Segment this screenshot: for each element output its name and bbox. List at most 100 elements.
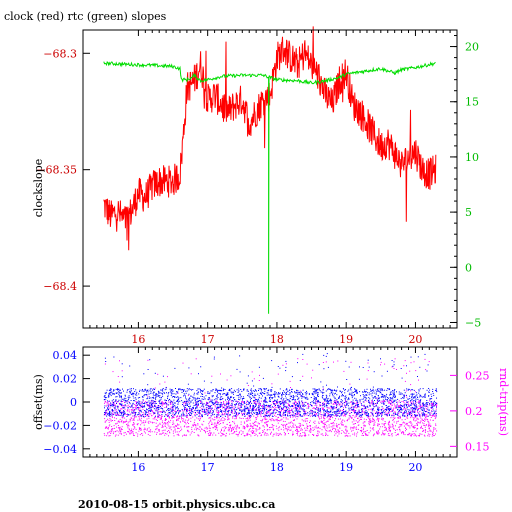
offset-point xyxy=(362,401,364,403)
offset-point xyxy=(173,393,175,395)
offset-point xyxy=(329,415,331,417)
offset-point xyxy=(377,412,379,414)
rndtrip-point xyxy=(139,427,141,429)
offset-point xyxy=(251,391,253,393)
offset-point xyxy=(258,397,260,399)
rndtrip-point xyxy=(267,405,269,407)
rndtrip-point xyxy=(121,411,123,413)
rndtrip-point xyxy=(426,409,428,411)
offset-point xyxy=(248,412,250,414)
rndtrip-point xyxy=(257,402,259,404)
offset-point xyxy=(278,393,280,395)
rndtrip-point xyxy=(430,417,432,418)
offset-point xyxy=(210,399,212,401)
offset-point xyxy=(210,405,212,407)
rndtrip-point xyxy=(389,430,391,431)
rndtrip-point xyxy=(253,378,255,380)
rndtrip-point xyxy=(247,419,249,421)
rndtrip-point xyxy=(292,431,294,433)
rndtrip-point xyxy=(335,425,337,427)
offset-point xyxy=(401,409,403,411)
offset-point xyxy=(349,394,351,396)
offset-point xyxy=(178,413,179,415)
rndtrip-point xyxy=(254,397,256,399)
rndtrip-point xyxy=(362,405,364,407)
rndtrip-point xyxy=(207,402,209,404)
rndtrip-point xyxy=(391,414,393,416)
rndtrip-point xyxy=(413,415,415,417)
rndtrip-point xyxy=(377,423,379,425)
rndtrip-point xyxy=(401,432,403,434)
rndtrip-point xyxy=(115,434,117,436)
offset-point xyxy=(131,394,133,396)
rndtrip-point xyxy=(346,426,348,428)
rndtrip-point xyxy=(214,408,216,410)
rndtrip-point xyxy=(131,410,133,412)
offset-point xyxy=(172,406,174,408)
rndtrip-point xyxy=(348,432,350,434)
rndtrip-point xyxy=(261,410,262,412)
rndtrip-point xyxy=(221,405,223,407)
offset-point xyxy=(299,411,301,413)
offset-point xyxy=(236,395,238,396)
rndtrip-point xyxy=(344,415,346,416)
rndtrip-point xyxy=(381,413,383,415)
offset-point xyxy=(279,388,281,390)
offset-point xyxy=(287,412,289,414)
offset-point xyxy=(241,410,243,412)
offset-point xyxy=(287,409,289,411)
offset-point xyxy=(184,406,186,408)
offset-point xyxy=(357,405,359,406)
rndtrip-point xyxy=(344,404,345,406)
rndtrip-point xyxy=(431,407,432,409)
rndtrip-point xyxy=(256,403,257,405)
rndtrip-point xyxy=(214,416,215,418)
rndtrip-point xyxy=(185,407,187,409)
rndtrip-point xyxy=(306,414,308,416)
offset-point xyxy=(232,400,234,402)
offset-point xyxy=(416,407,418,408)
rndtrip-point xyxy=(187,429,189,431)
offset-point xyxy=(134,412,136,414)
offset-point xyxy=(197,392,199,394)
offset-point xyxy=(156,407,158,409)
rndtrip-point xyxy=(236,416,238,417)
rndtrip-point xyxy=(114,435,116,437)
rndtrip-point xyxy=(435,408,437,410)
rndtrip-point xyxy=(301,424,303,426)
offset-point xyxy=(201,391,203,393)
offset-point xyxy=(175,393,177,395)
rndtrip-point xyxy=(417,418,419,420)
offset-point xyxy=(396,391,397,393)
rndtrip-point xyxy=(370,421,372,423)
rndtrip-point xyxy=(270,404,272,406)
rndtrip-point xyxy=(431,403,433,405)
offset-point xyxy=(178,388,180,390)
offset-point xyxy=(323,392,325,394)
rndtrip-point xyxy=(150,400,152,402)
rndtrip-point xyxy=(128,411,130,413)
rndtrip-point xyxy=(240,421,242,423)
rndtrip-point xyxy=(185,402,187,404)
offset-point xyxy=(383,397,385,399)
rndtrip-point xyxy=(310,428,312,429)
offset-point xyxy=(121,396,122,398)
offset-point xyxy=(285,360,287,362)
rndtrip-point xyxy=(411,403,413,405)
offset-point xyxy=(122,406,124,408)
offset-point xyxy=(200,403,202,404)
rndtrip-point xyxy=(382,401,384,403)
offset-point xyxy=(250,415,252,417)
rndtrip-point xyxy=(353,426,355,428)
offset-point xyxy=(247,410,249,411)
rndtrip-point xyxy=(371,408,373,410)
rndtrip-point xyxy=(304,427,306,429)
offset-point xyxy=(377,407,379,409)
rndtrip-point xyxy=(163,429,165,431)
rndtrip-point xyxy=(124,421,126,423)
rndtrip-point xyxy=(210,406,211,408)
offset-point xyxy=(273,400,274,402)
offset-point xyxy=(242,410,244,412)
rndtrip-point xyxy=(166,414,167,416)
rndtrip-point xyxy=(431,403,433,404)
